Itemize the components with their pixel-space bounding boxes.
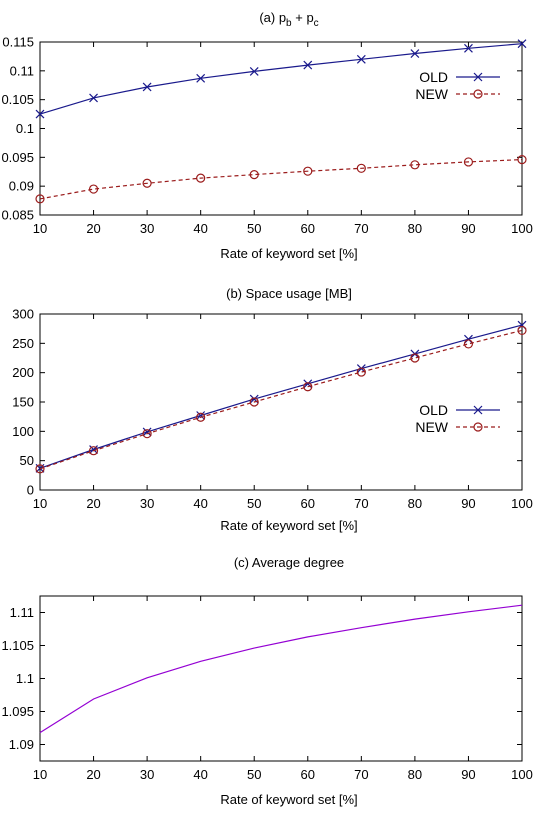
y-tick-label: 300 — [12, 307, 34, 322]
x-tick-label: 100 — [511, 496, 533, 511]
x-tick-label: 10 — [33, 496, 47, 511]
x-tick-label: 70 — [354, 496, 368, 511]
legend-entry-2: NEW — [415, 86, 500, 102]
chart-panel-2: (b) Space usage [MB] 10 20 30 40 50 60 70 80 90 10… — [12, 286, 533, 533]
y-tick-label: 1.11 — [10, 605, 34, 620]
chart-title: (a) pb + pc — [259, 10, 318, 29]
chart-panel-1: (a) pb + pc 10 20 30 40 50 60 70 80 90 100 0.085 0.0… — [1, 10, 532, 261]
data-point-x-marker — [464, 335, 472, 343]
y-tick-label: 150 — [12, 395, 34, 410]
series-line — [40, 44, 522, 114]
x-axis-label: Rate of keyword set [%] — [220, 246, 357, 261]
x-tick-label: 60 — [301, 496, 315, 511]
x-tick-label: 50 — [247, 496, 261, 511]
x-tick-label: 80 — [408, 496, 422, 511]
y-tick-label: 1.1 — [16, 671, 34, 686]
x-tick-label: 100 — [511, 767, 533, 782]
title-part-plus: + — [292, 10, 307, 25]
y-tick-label: 200 — [12, 365, 34, 380]
y-tick-label: 0 — [27, 483, 34, 498]
series-2 — [36, 326, 526, 472]
y-tick-label: 0.115 — [2, 35, 34, 50]
x-tick-label: 90 — [461, 496, 475, 511]
series-line — [40, 330, 522, 469]
chart-panel-3: (c) Average degree 10 20 30 40 50 60 70 80 90 100 1… — [1, 555, 532, 807]
data-point-circle-marker — [464, 340, 472, 348]
series-line — [40, 160, 522, 199]
x-axis-label: Rate of keyword set [%] — [220, 792, 357, 807]
x-tick-label: 30 — [140, 767, 154, 782]
series-1 — [40, 605, 522, 732]
chart-title: (c) Average degree — [234, 555, 344, 570]
x-tick-label: 90 — [461, 221, 475, 236]
legend-label: NEW — [415, 86, 448, 102]
series-1 — [36, 40, 526, 118]
x-tick-label: 50 — [247, 221, 261, 236]
x-tick-label: 10 — [33, 767, 47, 782]
x-tick-label: 80 — [408, 221, 422, 236]
legend-entry-1: OLD — [419, 69, 500, 85]
x-tick-label: 50 — [247, 767, 261, 782]
title-part-prefix: (a) — [259, 10, 279, 25]
x-tick-label: 60 — [301, 221, 315, 236]
x-tick-label: 100 — [511, 221, 533, 236]
title-part-s2: c — [314, 18, 319, 29]
y-tick-label: 1.095 — [1, 704, 34, 719]
title-part-p1: p — [279, 10, 286, 25]
legend-label: OLD — [419, 69, 448, 85]
y-tick-label: 0.105 — [1, 92, 34, 107]
y-tick-label: 0.095 — [1, 150, 34, 165]
y-tick-label: 250 — [12, 336, 34, 351]
y-tick-label: 0.11 — [10, 63, 34, 78]
x-tick-label: 40 — [193, 767, 207, 782]
x-tick-label: 80 — [408, 767, 422, 782]
legend-label: NEW — [415, 419, 448, 435]
x-tick-label: 70 — [354, 767, 368, 782]
y-tick-label: 1.105 — [1, 638, 34, 653]
y-tick-label: 100 — [12, 424, 34, 439]
x-tick-label: 20 — [86, 496, 100, 511]
x-tick-label: 60 — [301, 767, 315, 782]
x-axis-label: Rate of keyword set [%] — [220, 518, 357, 533]
series-line — [40, 325, 522, 468]
data-point-circle-marker — [411, 354, 419, 362]
series-1 — [36, 321, 526, 472]
y-tick-label: 0.09 — [9, 179, 34, 194]
series-2 — [36, 156, 526, 203]
series-line — [40, 605, 522, 732]
x-tick-label: 20 — [86, 767, 100, 782]
x-tick-label: 40 — [193, 221, 207, 236]
x-tick-label: 70 — [354, 221, 368, 236]
y-tick-label: 1.09 — [9, 737, 34, 752]
x-tick-label: 20 — [86, 221, 100, 236]
legend-label: OLD — [419, 402, 448, 418]
x-tick-label: 40 — [193, 496, 207, 511]
chart-title: (b) Space usage [MB] — [226, 286, 352, 301]
y-tick-label: 50 — [20, 453, 34, 468]
plot-frame — [40, 596, 522, 761]
legend-entry-2: NEW — [415, 419, 500, 435]
title-part-p2: p — [306, 10, 313, 25]
x-tick-label: 10 — [33, 221, 47, 236]
x-tick-label: 30 — [140, 221, 154, 236]
y-tick-label: 0.085 — [1, 208, 34, 223]
x-tick-label: 90 — [461, 767, 475, 782]
plot-frame — [40, 314, 522, 490]
x-tick-label: 30 — [140, 496, 154, 511]
legend-entry-1: OLD — [419, 402, 500, 418]
y-tick-label: 0.1 — [16, 121, 34, 136]
